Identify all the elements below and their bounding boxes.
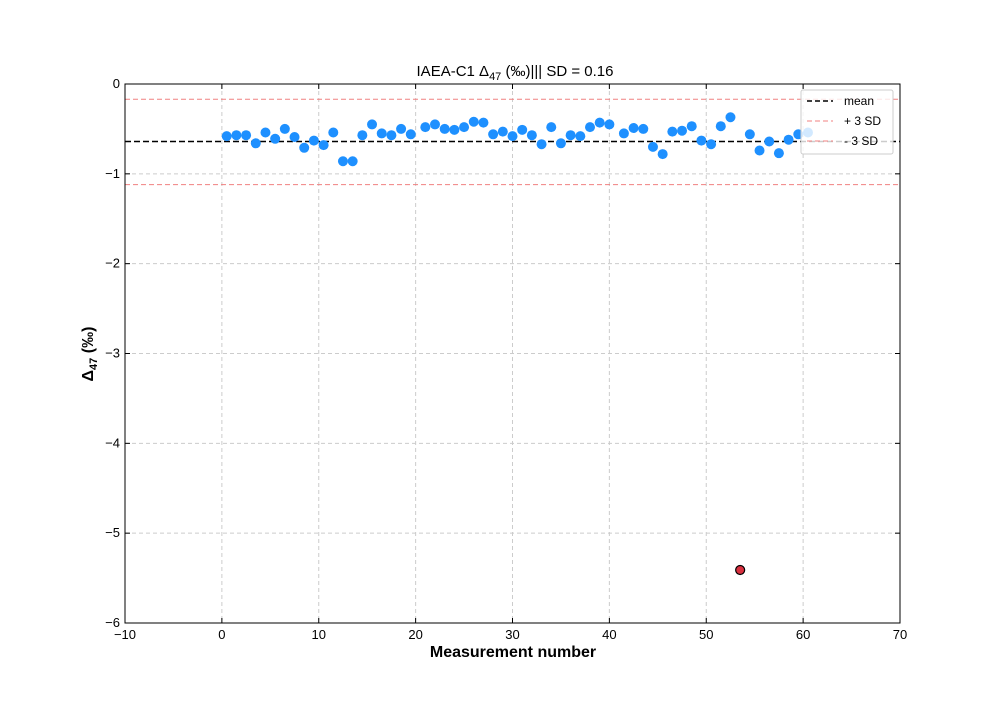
y-axis-title-prefix: Δ bbox=[80, 370, 97, 382]
data-point bbox=[386, 130, 397, 141]
y-axis-title-subscript: 47 bbox=[88, 358, 100, 370]
data-point bbox=[488, 129, 499, 140]
data-point bbox=[507, 131, 518, 142]
data-point bbox=[449, 124, 460, 135]
x-tick-label: 70 bbox=[893, 627, 907, 642]
data-point bbox=[299, 142, 310, 153]
y-tick-label: 0 bbox=[113, 76, 120, 91]
data-point bbox=[270, 133, 281, 144]
data-point bbox=[517, 124, 528, 135]
x-tick-label: 20 bbox=[408, 627, 422, 642]
data-point bbox=[337, 156, 348, 167]
data-point bbox=[638, 123, 649, 134]
data-point bbox=[260, 127, 271, 138]
y-axis-title-suffix: (‰) bbox=[80, 327, 97, 358]
chart-title-suffix: (‰)||| SD = 0.16 bbox=[501, 63, 613, 80]
data-point bbox=[686, 121, 697, 132]
data-point bbox=[594, 117, 605, 128]
axis-ticks: −10 0 10 20 30 40 50 60 70−6−5−4−3−2−10 bbox=[105, 76, 907, 642]
data-point bbox=[279, 123, 290, 134]
data-point bbox=[585, 122, 595, 133]
data-point bbox=[657, 149, 668, 160]
y-axis-title: Δ47 (‰) bbox=[80, 327, 100, 382]
data-point bbox=[318, 140, 329, 151]
data-points bbox=[221, 112, 813, 576]
y-tick-label: −2 bbox=[105, 256, 120, 271]
x-axis-title: Measurement number bbox=[430, 644, 596, 661]
data-point bbox=[468, 116, 479, 127]
data-point bbox=[308, 135, 319, 146]
data-point bbox=[715, 121, 726, 132]
data-point bbox=[221, 131, 232, 142]
data-point bbox=[575, 131, 586, 142]
x-tick-label: −10 bbox=[114, 627, 136, 642]
data-point bbox=[667, 126, 678, 137]
x-tick-label: 40 bbox=[602, 627, 616, 642]
data-point bbox=[744, 129, 755, 140]
data-point bbox=[696, 135, 707, 146]
y-tick-label: −6 bbox=[105, 615, 120, 630]
x-tick-label: 30 bbox=[505, 627, 519, 642]
data-point bbox=[497, 126, 508, 137]
data-point bbox=[773, 148, 784, 159]
data-point bbox=[459, 122, 470, 133]
legend-minus-3sd-label: - 3 SD bbox=[844, 134, 878, 148]
data-point bbox=[328, 127, 339, 138]
data-point bbox=[647, 141, 658, 152]
data-point bbox=[241, 130, 252, 141]
data-point bbox=[764, 136, 775, 147]
chart-title-prefix: IAEA-C1 Δ bbox=[417, 63, 490, 80]
data-point bbox=[289, 132, 300, 143]
data-point bbox=[565, 130, 576, 141]
chart-title-subscript: 47 bbox=[489, 71, 501, 83]
data-point bbox=[376, 128, 387, 139]
chart-title: IAEA-C1 Δ47 (‰)||| SD = 0.16 bbox=[417, 63, 614, 83]
legend-box bbox=[800, 89, 894, 155]
data-point bbox=[250, 138, 261, 149]
data-point bbox=[439, 123, 450, 134]
grid bbox=[125, 84, 900, 623]
data-point bbox=[677, 125, 688, 136]
data-point bbox=[430, 119, 440, 130]
y-tick-label: −1 bbox=[105, 166, 120, 181]
legend-plus-3sd-label: + 3 SD bbox=[844, 114, 881, 128]
x-tick-label: 10 bbox=[312, 627, 326, 642]
data-point bbox=[357, 130, 368, 141]
data-point bbox=[231, 130, 242, 141]
data-point bbox=[367, 119, 378, 130]
outlier-point bbox=[735, 564, 746, 576]
data-point bbox=[618, 128, 629, 139]
y-tick-label: −4 bbox=[105, 435, 120, 450]
x-tick-label: 50 bbox=[699, 627, 713, 642]
data-point bbox=[754, 145, 765, 156]
data-point bbox=[405, 129, 416, 140]
x-tick-label: 0 bbox=[218, 627, 225, 642]
data-point bbox=[478, 117, 489, 128]
y-tick-label: −5 bbox=[105, 525, 120, 540]
data-point bbox=[555, 138, 566, 149]
legend-mean-label: mean bbox=[844, 94, 874, 108]
data-point bbox=[347, 156, 358, 167]
data-point bbox=[526, 130, 537, 141]
data-point bbox=[628, 123, 639, 134]
y-tick-label: −3 bbox=[105, 346, 120, 361]
data-point bbox=[396, 123, 407, 134]
data-point bbox=[536, 139, 547, 150]
data-point bbox=[783, 134, 794, 145]
data-point bbox=[420, 122, 431, 133]
legend: mean + 3 SD - 3 SD bbox=[800, 89, 894, 155]
data-point bbox=[706, 139, 717, 150]
data-point bbox=[604, 119, 615, 130]
x-tick-label: 60 bbox=[796, 627, 810, 642]
data-point bbox=[725, 112, 736, 123]
data-point bbox=[546, 122, 557, 133]
